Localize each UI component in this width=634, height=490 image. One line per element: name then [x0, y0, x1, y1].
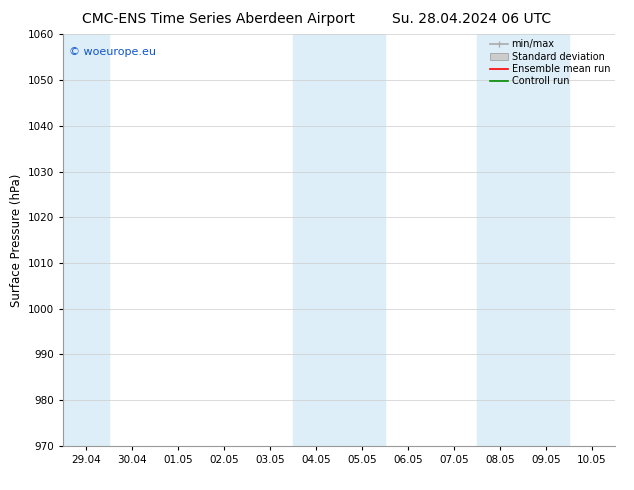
Text: CMC-ENS Time Series Aberdeen Airport: CMC-ENS Time Series Aberdeen Airport — [82, 12, 356, 26]
Text: Su. 28.04.2024 06 UTC: Su. 28.04.2024 06 UTC — [392, 12, 552, 26]
Bar — [293, 34, 385, 446]
Bar — [477, 34, 569, 446]
Y-axis label: Surface Pressure (hPa): Surface Pressure (hPa) — [10, 173, 23, 307]
Text: © woeurope.eu: © woeurope.eu — [69, 47, 156, 57]
Legend: min/max, Standard deviation, Ensemble mean run, Controll run: min/max, Standard deviation, Ensemble me… — [488, 36, 613, 89]
Bar — [63, 34, 110, 446]
